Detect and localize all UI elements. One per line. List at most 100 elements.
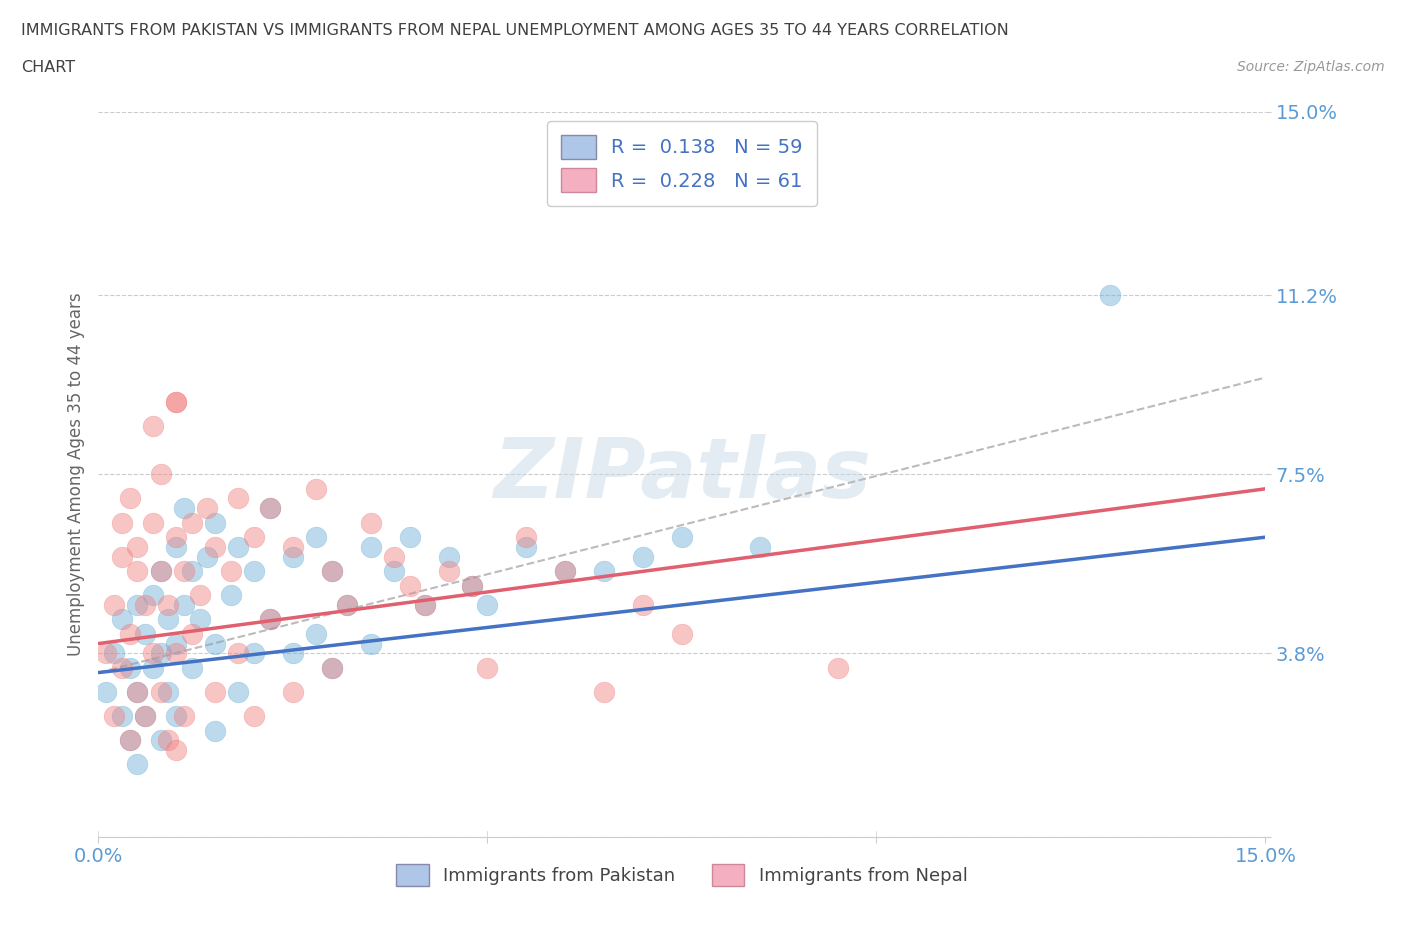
Point bbox=[554, 564, 576, 578]
Point bbox=[127, 564, 149, 578]
Point bbox=[1098, 288, 1121, 303]
Point bbox=[219, 588, 242, 603]
Point bbox=[219, 564, 242, 578]
Point bbox=[228, 684, 250, 699]
Point bbox=[111, 709, 134, 724]
Point bbox=[321, 660, 343, 675]
Point bbox=[165, 394, 187, 409]
Point bbox=[382, 549, 405, 564]
Point bbox=[180, 627, 202, 642]
Point bbox=[631, 597, 654, 612]
Point bbox=[127, 684, 149, 699]
Point bbox=[127, 757, 149, 772]
Point bbox=[671, 627, 693, 642]
Point bbox=[398, 530, 420, 545]
Point bbox=[413, 597, 436, 612]
Point bbox=[149, 467, 172, 482]
Point bbox=[142, 588, 165, 603]
Point bbox=[228, 539, 250, 554]
Point bbox=[134, 709, 156, 724]
Point bbox=[96, 645, 118, 660]
Point bbox=[149, 564, 172, 578]
Point bbox=[259, 612, 281, 627]
Point bbox=[180, 515, 202, 530]
Point bbox=[228, 645, 250, 660]
Point bbox=[180, 660, 202, 675]
Point bbox=[127, 684, 149, 699]
Point bbox=[173, 500, 195, 515]
Point bbox=[165, 645, 187, 660]
Point bbox=[204, 684, 226, 699]
Point bbox=[360, 515, 382, 530]
Point bbox=[103, 645, 125, 660]
Point bbox=[111, 660, 134, 675]
Point bbox=[157, 612, 180, 627]
Point bbox=[149, 733, 172, 748]
Point bbox=[204, 724, 226, 738]
Point bbox=[336, 597, 359, 612]
Point bbox=[321, 564, 343, 578]
Point bbox=[157, 684, 180, 699]
Point bbox=[259, 612, 281, 627]
Point bbox=[103, 709, 125, 724]
Point bbox=[149, 645, 172, 660]
Point bbox=[111, 612, 134, 627]
Point bbox=[165, 530, 187, 545]
Point bbox=[195, 500, 218, 515]
Point bbox=[96, 684, 118, 699]
Point bbox=[127, 597, 149, 612]
Point bbox=[118, 491, 141, 506]
Point bbox=[382, 564, 405, 578]
Point bbox=[142, 515, 165, 530]
Point bbox=[118, 660, 141, 675]
Text: CHART: CHART bbox=[21, 60, 75, 75]
Point bbox=[336, 597, 359, 612]
Point bbox=[477, 597, 499, 612]
Point bbox=[259, 500, 281, 515]
Point bbox=[827, 660, 849, 675]
Point bbox=[118, 733, 141, 748]
Point bbox=[243, 564, 266, 578]
Point bbox=[173, 709, 195, 724]
Point bbox=[195, 549, 218, 564]
Point bbox=[281, 539, 304, 554]
Point bbox=[173, 564, 195, 578]
Point bbox=[103, 597, 125, 612]
Point bbox=[118, 627, 141, 642]
Point bbox=[259, 500, 281, 515]
Point bbox=[305, 482, 328, 497]
Point bbox=[111, 515, 134, 530]
Point bbox=[515, 539, 537, 554]
Point bbox=[477, 660, 499, 675]
Point bbox=[157, 597, 180, 612]
Point bbox=[134, 597, 156, 612]
Point bbox=[321, 564, 343, 578]
Point bbox=[413, 597, 436, 612]
Point bbox=[228, 491, 250, 506]
Point bbox=[204, 539, 226, 554]
Point bbox=[118, 733, 141, 748]
Point bbox=[593, 684, 616, 699]
Point bbox=[243, 530, 266, 545]
Point bbox=[360, 539, 382, 554]
Point bbox=[173, 597, 195, 612]
Point bbox=[321, 660, 343, 675]
Point bbox=[204, 515, 226, 530]
Point bbox=[461, 578, 484, 593]
Text: Source: ZipAtlas.com: Source: ZipAtlas.com bbox=[1237, 60, 1385, 74]
Point bbox=[188, 612, 211, 627]
Point bbox=[165, 394, 187, 409]
Point bbox=[180, 564, 202, 578]
Point bbox=[360, 636, 382, 651]
Point bbox=[142, 418, 165, 433]
Point bbox=[631, 549, 654, 564]
Point bbox=[142, 645, 165, 660]
Point bbox=[671, 530, 693, 545]
Point bbox=[188, 588, 211, 603]
Point bbox=[748, 539, 770, 554]
Point bbox=[165, 636, 187, 651]
Point bbox=[281, 684, 304, 699]
Point bbox=[165, 539, 187, 554]
Point bbox=[243, 645, 266, 660]
Point bbox=[437, 564, 460, 578]
